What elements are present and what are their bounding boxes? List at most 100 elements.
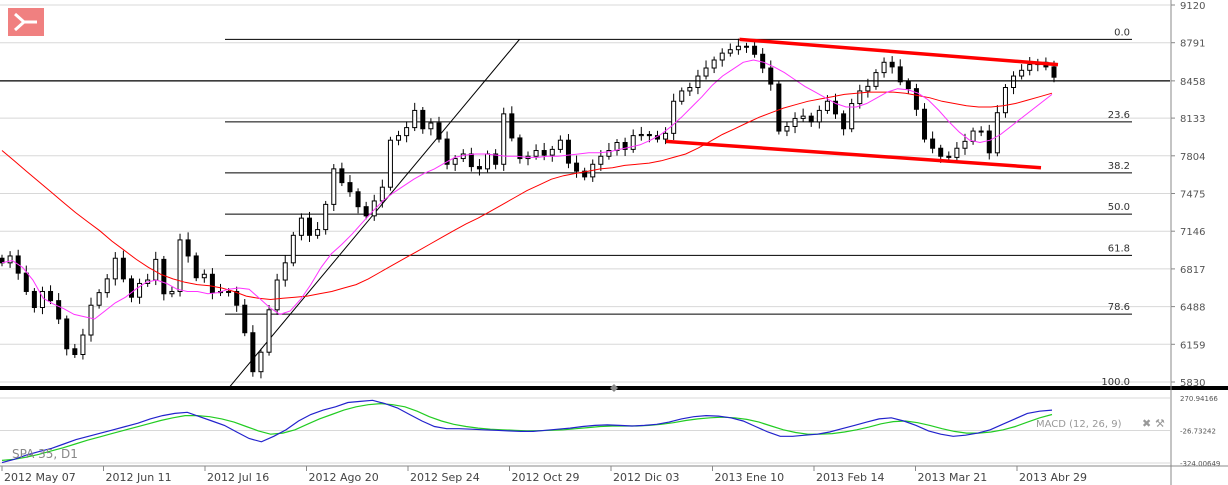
candle-bullish xyxy=(201,273,207,279)
candle-bullish xyxy=(970,130,976,142)
candle-bearish xyxy=(582,170,588,178)
candle-bearish xyxy=(833,100,839,115)
candle-bullish xyxy=(169,290,175,295)
candle-bullish xyxy=(962,140,968,149)
candle-bullish xyxy=(282,262,288,281)
broker-logo xyxy=(8,8,44,36)
candle-bearish xyxy=(436,122,442,140)
candle-bearish xyxy=(541,150,547,156)
panel-resize-handle[interactable] xyxy=(610,384,618,392)
close-indicator-icon[interactable]: ✖ xyxy=(1142,417,1151,430)
candle-bearish xyxy=(574,162,580,172)
candle-bullish xyxy=(824,100,830,111)
candle-bullish xyxy=(396,135,402,141)
candle-bullish xyxy=(865,85,871,92)
candle-bearish xyxy=(64,318,70,350)
macd-tick-label: -324.00649 xyxy=(1180,460,1220,468)
moving-average-slow xyxy=(1,91,1053,301)
fib-level-label: 23.6 xyxy=(1108,110,1130,121)
candle-bullish xyxy=(96,292,102,306)
candle-bearish xyxy=(209,273,215,294)
wrench-settings-icon[interactable]: ⚒ xyxy=(1155,417,1165,430)
price-tick-label: 8133 xyxy=(1180,114,1205,125)
candle-bullish xyxy=(452,158,458,165)
candle-bearish xyxy=(193,255,199,279)
candle-bullish xyxy=(274,279,280,311)
candle-bearish xyxy=(905,81,911,90)
candle-bullish xyxy=(954,147,960,158)
candle-bearish xyxy=(468,153,474,168)
candle-bearish xyxy=(31,290,37,309)
fib-level-label: 0.0 xyxy=(1114,27,1130,38)
candle-bullish xyxy=(226,290,232,293)
candle-bullish xyxy=(703,67,709,77)
price-tick-label: 6159 xyxy=(1180,340,1205,351)
candle-bullish xyxy=(485,153,491,170)
candle-bullish xyxy=(727,49,733,54)
candle-bullish xyxy=(7,255,13,264)
candle-bullish xyxy=(533,150,539,157)
candle-bullish xyxy=(258,351,264,373)
candlestick-series xyxy=(0,38,1057,379)
candle-bearish xyxy=(930,138,936,149)
candle-bearish xyxy=(1051,66,1057,78)
candle-bullish xyxy=(630,135,636,150)
time-tick-label: 2012 Ago 20 xyxy=(309,471,379,484)
macd-macd-line xyxy=(1,399,1053,464)
candle-bullish xyxy=(1002,87,1008,114)
candle-bearish xyxy=(808,115,814,123)
candle-bullish xyxy=(137,282,143,298)
candle-bullish xyxy=(315,229,321,236)
macd-series xyxy=(1,399,1053,464)
candle-bullish xyxy=(501,113,507,165)
candle-bearish xyxy=(841,113,847,130)
candle-bullish xyxy=(1011,75,1017,89)
candle-bearish xyxy=(48,290,54,302)
price-channel xyxy=(665,37,1059,170)
time-tick-label: 2012 Oct 29 xyxy=(512,471,580,484)
candle-bullish xyxy=(606,150,612,157)
candle-bearish xyxy=(339,168,345,184)
candle-bearish xyxy=(889,61,895,68)
fib-level-label: 78.6 xyxy=(1108,302,1130,313)
candle-bullish xyxy=(873,72,879,87)
candle-bullish xyxy=(679,90,685,102)
candle-bearish xyxy=(23,272,29,292)
moving-averages xyxy=(1,59,1053,320)
candle-bullish xyxy=(816,109,822,123)
channel-lower-line xyxy=(665,139,1042,170)
candle-bearish xyxy=(922,108,928,140)
time-tick-label: 2013 Mar 21 xyxy=(918,471,988,484)
fib-level-label: 50.0 xyxy=(1108,202,1130,213)
candle-bearish xyxy=(938,147,944,157)
candle-bullish xyxy=(404,127,410,137)
candle-bearish xyxy=(760,53,766,69)
price-tick-label: 7804 xyxy=(1180,152,1205,163)
candle-bearish xyxy=(509,113,515,139)
candle-bearish xyxy=(476,166,482,170)
candle-bullish xyxy=(881,61,887,74)
macd-axis-ticks: 270.94166 -26.73242 -324.00649 xyxy=(1180,395,1220,468)
price-tick-label: 8791 xyxy=(1180,39,1205,50)
candle-bullish xyxy=(153,258,159,281)
candle-bearish xyxy=(776,83,782,132)
candle-bullish xyxy=(857,90,863,105)
candle-bullish xyxy=(743,45,749,48)
candle-bullish xyxy=(428,122,434,130)
symbol-label: SPA 35, D1 xyxy=(12,447,78,461)
fib-level-label: 100.0 xyxy=(1101,377,1130,388)
time-axis-ticks: 2012 May 07 2012 Jun 11 2012 Jul 16 2012 Ag… xyxy=(1,466,1087,484)
candle-bullish xyxy=(792,117,798,127)
candle-bearish xyxy=(0,257,5,264)
candle-bullish xyxy=(598,155,604,165)
candle-bullish xyxy=(80,334,86,355)
candle-bearish xyxy=(913,88,919,110)
price-tick-label: 8458 xyxy=(1180,77,1205,88)
macd-tick-label: 270.94166 xyxy=(1180,395,1218,403)
time-tick-label: 2013 Feb 14 xyxy=(816,471,884,484)
price-tick-label: 7475 xyxy=(1180,190,1205,201)
candle-bearish xyxy=(56,300,62,320)
price-tick-label: 6488 xyxy=(1180,303,1205,314)
candle-bullish xyxy=(711,59,717,69)
